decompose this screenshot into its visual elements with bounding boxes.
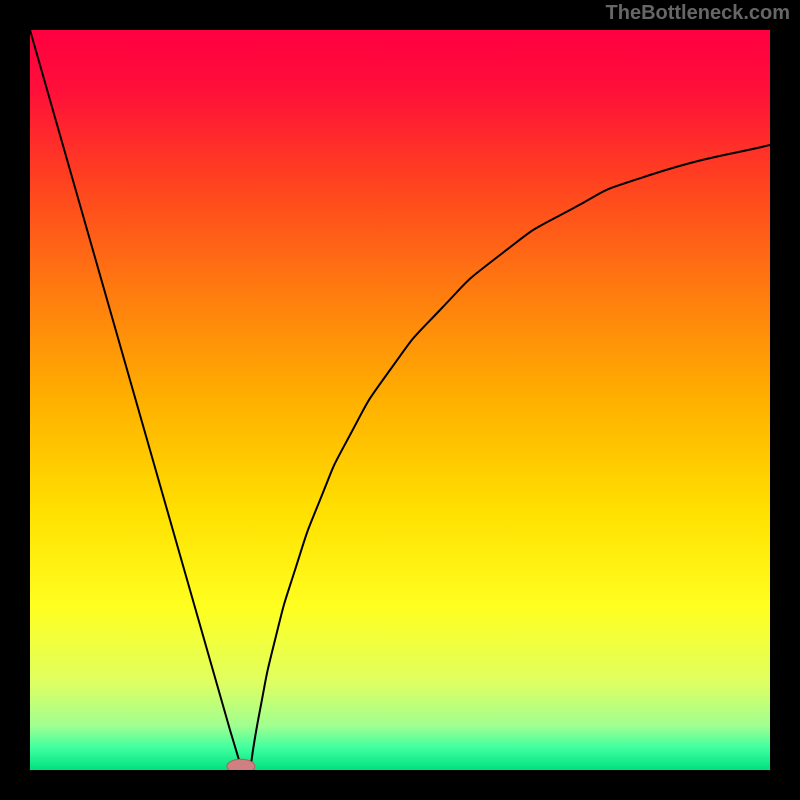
- plot-area: [30, 30, 770, 770]
- watermark-text: TheBottleneck.com: [606, 2, 790, 25]
- curve-right-branch: [250, 145, 770, 770]
- bottleneck-marker: [227, 759, 255, 770]
- curve-left-branch: [30, 30, 242, 770]
- chart-container: TheBottleneck.com: [0, 0, 800, 800]
- curve-layer: [30, 30, 770, 770]
